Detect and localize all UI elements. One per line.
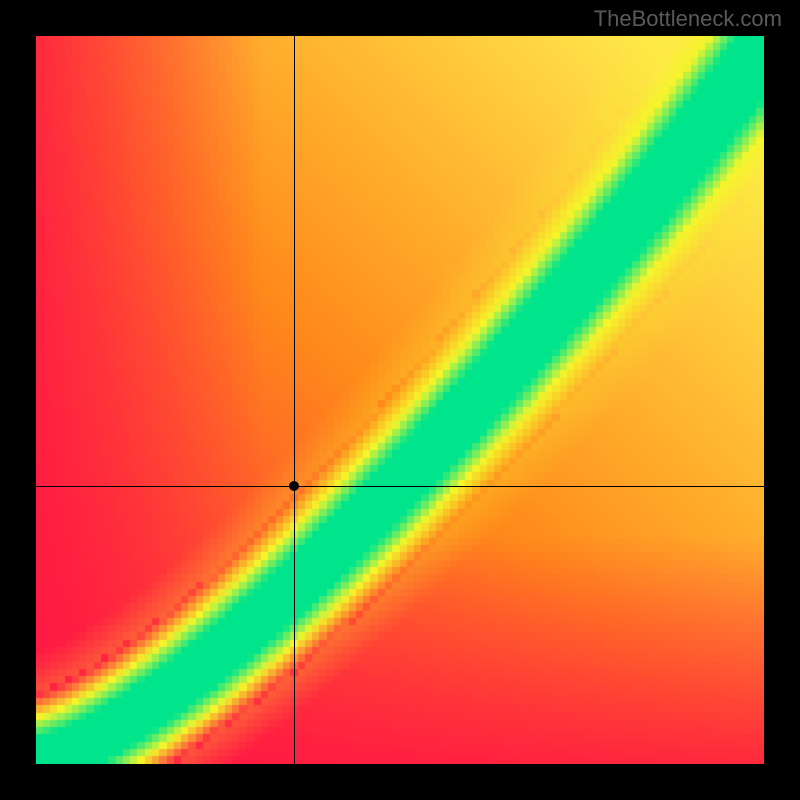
crosshair-marker (289, 481, 299, 491)
heatmap-canvas (36, 36, 764, 764)
watermark-text: TheBottleneck.com (594, 6, 782, 32)
crosshair-vertical (294, 36, 295, 764)
heatmap-plot (36, 36, 764, 764)
crosshair-horizontal (36, 486, 764, 487)
